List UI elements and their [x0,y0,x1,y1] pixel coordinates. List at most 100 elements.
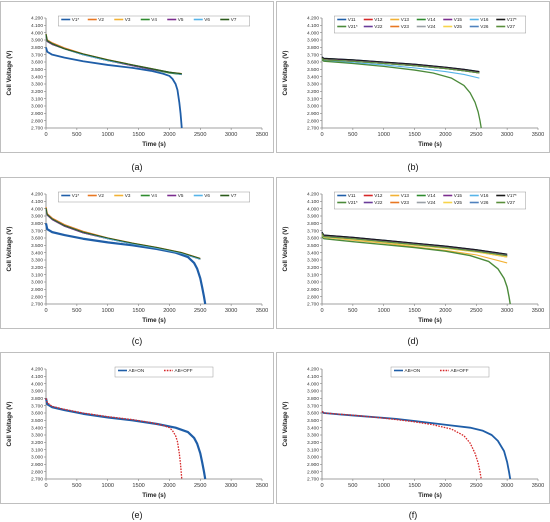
y-tick-label: 2.800 [307,469,319,475]
y-tick-label: 3.600 [31,60,43,66]
y-tick-label: 3.800 [31,221,43,227]
x-axis-title: Time (s) [418,492,442,499]
series-line [321,234,508,258]
y-tick-label: 3.200 [31,265,43,271]
y-tick-label: 4.200 [307,367,319,373]
y-tick-label: 3.100 [307,447,319,453]
legend-label: V11 [348,193,356,198]
y-tick-label: 3.000 [307,104,319,110]
y-tick-label: 3.500 [307,418,319,424]
legend: AB+ON AB+OFF [390,366,490,378]
y-tick-label: 3.600 [307,411,319,417]
x-tick-label: 2000 [163,308,175,314]
y-tick-label: 3.300 [31,433,43,439]
y-tick-label: 2.900 [307,287,319,293]
x-tick-label: 3500 [256,483,268,489]
legend-label: V24 [427,24,436,29]
y-tick-label: 2.800 [307,294,319,300]
x-tick-label: 2000 [163,483,175,489]
legend-label: V1* [72,17,80,22]
x-tick-label: 3500 [532,132,544,138]
legend-label: AB+ON [405,368,421,373]
series-line [321,233,508,257]
legend-label: V6 [204,193,210,198]
y-tick-label: 3.700 [31,228,43,234]
legend: V1* V2 V3 V4 V5 V6 V7 [58,191,250,203]
y-tick-label: 4.200 [307,16,319,22]
x-tick-label: 1500 [408,308,420,314]
panel-caption: (b) [408,162,419,172]
x-tick-label: 1000 [377,483,389,489]
x-tick-label: 3000 [225,483,237,489]
y-tick-label: 3.300 [307,82,319,88]
x-tick-label: 500 [348,483,357,489]
y-tick-label: 3.500 [31,243,43,249]
x-axis-title: Time (s) [142,492,166,499]
panel-caption: (a) [132,162,143,172]
x-tick-label: 0 [44,483,47,489]
y-tick-label: 4.000 [307,206,319,212]
legend-label: V17* [507,193,517,198]
legend-label: V11 [348,17,356,22]
y-tick-label: 3.000 [307,280,319,286]
x-tick-label: 3000 [501,308,513,314]
y-axis-title: Cell Voltage (V) [282,51,289,96]
y-tick-label: 2.900 [307,111,319,117]
y-tick-label: 2.700 [307,302,319,308]
legend-label: V13 [401,193,410,198]
legend: V1* V2 V3 V4 V5 V6 V7 [58,15,250,27]
y-tick-label: 3.600 [307,236,319,242]
legend-label: V27 [507,24,516,29]
legend-label: V12 [374,193,383,198]
legend-label: V25 [454,24,463,29]
y-axis-title: Cell Voltage (V) [6,402,13,447]
legend-label: V2 [98,193,104,198]
legend-label: V2 [98,17,104,22]
y-tick-label: 4.100 [31,199,43,205]
legend-label: V21* [348,200,358,205]
legend-box [390,366,490,378]
y-tick-label: 4.000 [307,30,319,36]
y-tick-label: 3.800 [307,221,319,227]
legend: V11 V12 V13 V14 V15 V16 V17* V21* V22 V23 V24 V25 V2… [334,191,526,210]
series-line [44,223,207,305]
x-tick-label: 2500 [194,483,206,489]
x-tick-label: 3500 [256,308,268,314]
legend-label: V22 [374,24,383,29]
y-tick-label: 3.600 [31,411,43,417]
x-tick-label: 2500 [194,308,206,314]
x-tick-label: 1000 [101,132,113,138]
y-tick-label: 4.200 [31,367,43,373]
panel-caption: (f) [409,510,418,520]
y-tick-label: 3.000 [31,280,43,286]
legend-label: V25 [454,200,463,205]
y-tick-label: 4.100 [307,23,319,29]
series-line [321,231,508,255]
x-tick-label: 500 [72,483,81,489]
x-tick-label: 500 [72,132,81,138]
x-tick-label: 2000 [439,308,451,314]
y-tick-label: 4.100 [307,374,319,380]
x-tick-label: 0 [44,308,47,314]
x-tick-label: 3500 [532,483,544,489]
x-tick-label: 2000 [163,132,175,138]
y-tick-label: 2.700 [307,126,319,132]
x-tick-label: 1500 [132,132,144,138]
legend-label: V15 [454,17,463,22]
legend-label: V14 [427,17,436,22]
x-tick-label: 500 [348,132,357,138]
legend-label: V16 [480,17,489,22]
legend-label: V12 [374,17,383,22]
y-tick-label: 3.900 [307,389,319,395]
y-tick-label: 3.800 [31,396,43,402]
y-tick-label: 4.200 [31,192,43,198]
legend-label: V13 [401,17,410,22]
legend-label: V26 [480,24,489,29]
legend-label: V16 [480,193,489,198]
x-tick-label: 2000 [439,483,451,489]
y-tick-label: 3.200 [307,440,319,446]
series-line [321,59,482,129]
y-tick-label: 4.000 [31,30,43,36]
legend-label: AB+ON [129,368,145,373]
